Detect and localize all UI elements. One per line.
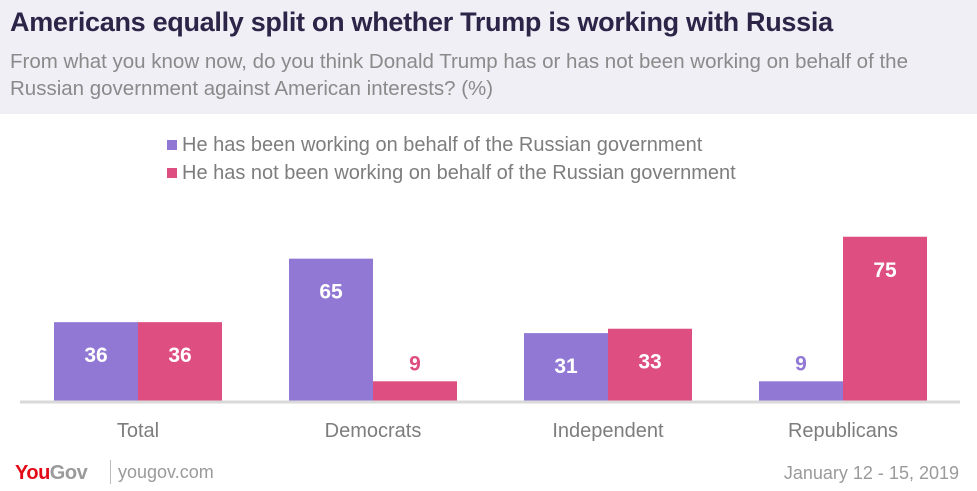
data-label-republicans-series1: 9 [795,352,807,375]
site-link[interactable]: yougov.com [118,462,214,482]
bar-total-series2 [138,322,222,401]
category-label-democrats: Democrats [325,420,422,442]
legend: He has been working on behalf of the Rus… [167,131,736,187]
legend-label-series2: He has not been working on behalf of the… [182,161,736,184]
data-label-total-series1: 36 [84,344,107,367]
logo-gov: Gov [49,462,88,484]
data-label-democrats-series1: 65 [319,281,343,304]
chart-title: Americans equally split on whether Trump… [10,7,833,37]
legend-item-series1: He has been working on behalf of the Rus… [167,131,736,159]
bar-democrats-series1 [289,258,373,401]
header-banner: Americans equally split on whether Trump… [0,0,977,114]
footer-divider [110,460,111,484]
yougov-logo: YouGov [15,462,88,485]
category-label-total: Total [117,420,159,442]
bar-independent-series2 [608,328,692,401]
survey-date: January 12 - 15, 2019 [783,463,959,483]
data-label-democrats-series2: 9 [409,352,421,375]
bar-independent-series1 [524,333,608,401]
category-label-republicans: Republicans [788,420,898,442]
data-label-independent-series2: 33 [638,351,661,374]
data-label-independent-series1: 31 [554,355,578,378]
bar-republicans-series1 [759,381,843,401]
bar-chart: 36 36 Total 65 9 Democrats 31 33 Independent 9 75 R… [20,236,960,442]
bar-democrats-series2 [373,381,457,401]
legend-swatch-series1 [167,140,177,150]
data-label-total-series2: 36 [168,344,191,367]
category-label-independent: Independent [552,420,664,442]
legend-swatch-series2 [167,168,177,178]
legend-label-series1: He has been working on behalf of the Rus… [182,133,703,156]
bar-total-series1 [54,322,138,401]
data-label-republicans-series2: 75 [873,259,897,282]
logo-you: You [15,462,50,484]
chart-subtitle: From what you know now, do you think Don… [10,50,908,100]
bar-republicans-series2 [843,236,927,401]
legend-item-series2: He has not been working on behalf of the… [167,159,736,187]
